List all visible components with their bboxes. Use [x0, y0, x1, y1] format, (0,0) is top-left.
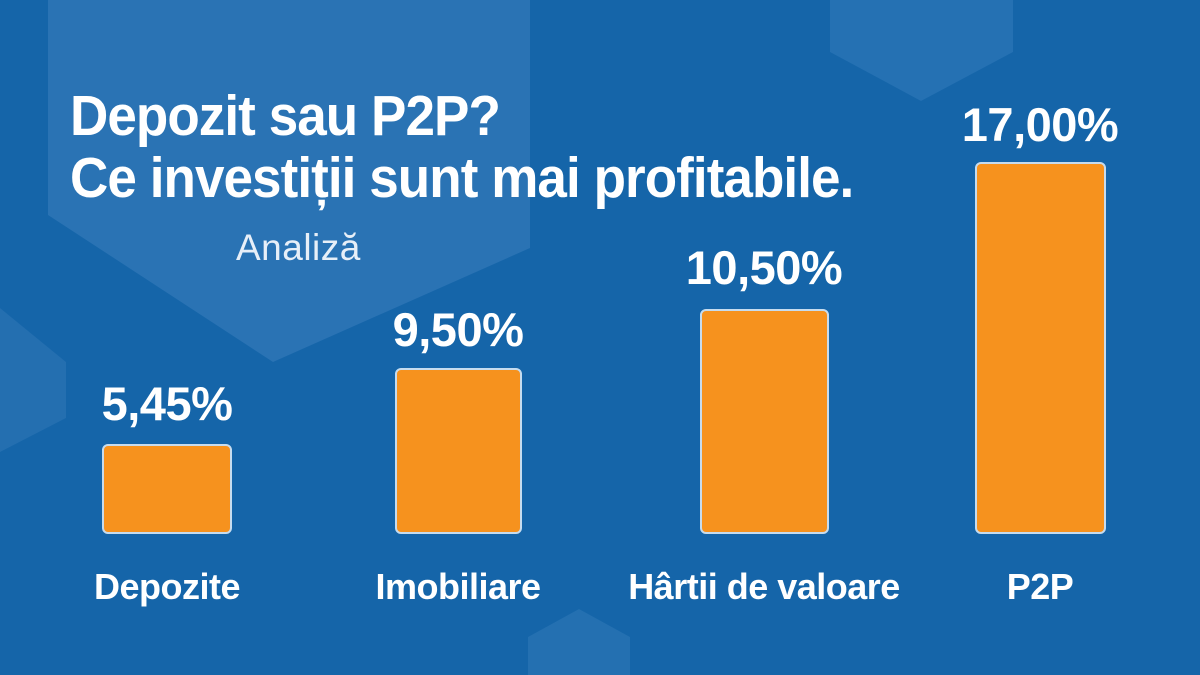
- bar-hartii: [700, 309, 829, 534]
- value-label-depozite: 5,45%: [101, 377, 233, 430]
- category-label-depozite: Depozite: [93, 566, 241, 607]
- page-title: Depozit sau P2P? Ce investiții sunt mai …: [70, 84, 854, 211]
- category-label-hartii: Hârtii de valoare: [628, 566, 900, 607]
- title-line-1: Depozit sau P2P?: [70, 84, 501, 149]
- subtitle: Analiză: [236, 227, 361, 268]
- bar-depozite: [102, 444, 232, 534]
- value-label-hartii: 10,50%: [685, 241, 843, 294]
- category-label-p2p: P2P: [1006, 566, 1074, 607]
- category-label-imobiliare: Imobiliare: [375, 566, 541, 607]
- title-line-2: Ce investiții sunt mai profitabile.: [70, 146, 854, 211]
- bar-imobiliare: [395, 368, 522, 534]
- value-label-p2p: 17,00%: [961, 98, 1119, 151]
- value-label-imobiliare: 9,50%: [392, 303, 524, 356]
- bar-p2p: [975, 162, 1106, 534]
